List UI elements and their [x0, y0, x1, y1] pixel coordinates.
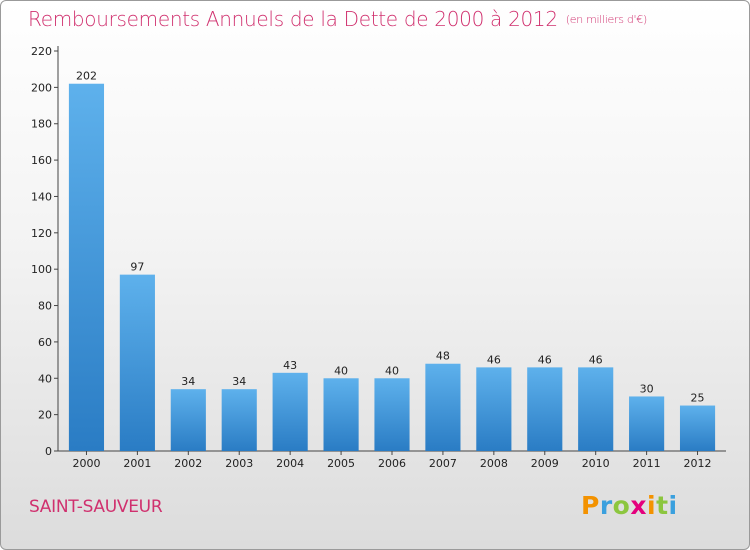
- x-tick-label: 2007: [429, 457, 457, 470]
- x-tick-label: 2012: [684, 457, 712, 470]
- y-tick-label: 200: [31, 81, 52, 94]
- logo-letter: i: [668, 491, 678, 520]
- bar-value-label: 46: [487, 353, 501, 366]
- x-tick-label: 2003: [225, 457, 253, 470]
- logo-letter: i: [647, 491, 657, 520]
- bar-value-label: 25: [691, 392, 705, 405]
- x-tick-label: 2004: [276, 457, 304, 470]
- y-tick-label: 120: [31, 227, 52, 240]
- bar: [629, 396, 665, 451]
- bar: [527, 367, 563, 451]
- bar: [476, 367, 512, 451]
- bar: [272, 372, 308, 451]
- y-tick-label: 100: [31, 263, 52, 276]
- x-tick-label: 2008: [480, 457, 508, 470]
- bar: [221, 389, 257, 451]
- bar-value-label: 46: [589, 353, 603, 366]
- chart-subtitle: (en milliers d'€): [565, 13, 647, 26]
- y-tick-label: 220: [31, 45, 52, 58]
- y-tick-label: 180: [31, 118, 52, 131]
- chart-title-text: Remboursements Annuels de la Dette de 20…: [28, 7, 558, 31]
- bar: [119, 274, 155, 451]
- x-tick-label: 2000: [72, 457, 100, 470]
- y-tick-label: 0: [45, 445, 52, 458]
- logo-letter: t: [656, 491, 669, 520]
- y-tick-label: 40: [38, 372, 52, 385]
- bar-value-label: 40: [385, 364, 399, 377]
- bar: [170, 389, 206, 451]
- logo-letter: x: [630, 491, 647, 520]
- bar-value-label: 34: [232, 375, 246, 388]
- x-tick-label: 2001: [123, 457, 151, 470]
- logo-letter: r: [599, 491, 613, 520]
- chart-axes: 0 20 40 60 80 100 120 140 160 180 200 220 2000 2001 20…: [31, 45, 726, 470]
- bar: [578, 367, 614, 451]
- x-tick-label: 2006: [378, 457, 406, 470]
- bar-value-label: 48: [436, 350, 450, 363]
- bar-value-label: 97: [130, 261, 144, 274]
- bar-value-label: 34: [181, 375, 195, 388]
- chart-title: Remboursements Annuels de la Dette de 20…: [28, 7, 647, 31]
- x-tick-label: 2011: [633, 457, 661, 470]
- bar-value-label: 40: [334, 364, 348, 377]
- bar-value-label: 46: [538, 353, 552, 366]
- y-tick-label: 60: [38, 336, 52, 349]
- x-tick-label: 2005: [327, 457, 355, 470]
- x-tick-label: 2009: [531, 457, 559, 470]
- x-tick-label: 2002: [174, 457, 202, 470]
- x-tick-label: 2010: [582, 457, 610, 470]
- bar: [425, 363, 461, 451]
- y-tick-label: 20: [38, 409, 52, 422]
- bar: [68, 83, 105, 452]
- bar-value-label: 30: [640, 382, 654, 395]
- logo-letter: P: [581, 491, 600, 520]
- chart-bars: 202 97 34 34 43 40 40 48 46 46 46 30 25: [68, 70, 716, 452]
- proxiti-logo: Proxiti: [581, 491, 678, 520]
- bar: [679, 405, 716, 451]
- y-tick-label: 160: [31, 154, 52, 167]
- bar: [323, 378, 359, 451]
- bar-value-label: 43: [283, 359, 297, 372]
- bar-value-label: 202: [76, 70, 97, 83]
- y-tick-label: 140: [31, 190, 52, 203]
- y-tick-label: 80: [38, 300, 52, 313]
- bar: [374, 378, 410, 451]
- commune-name: SAINT-SAUVEUR: [29, 497, 163, 517]
- logo-letter: o: [612, 491, 631, 520]
